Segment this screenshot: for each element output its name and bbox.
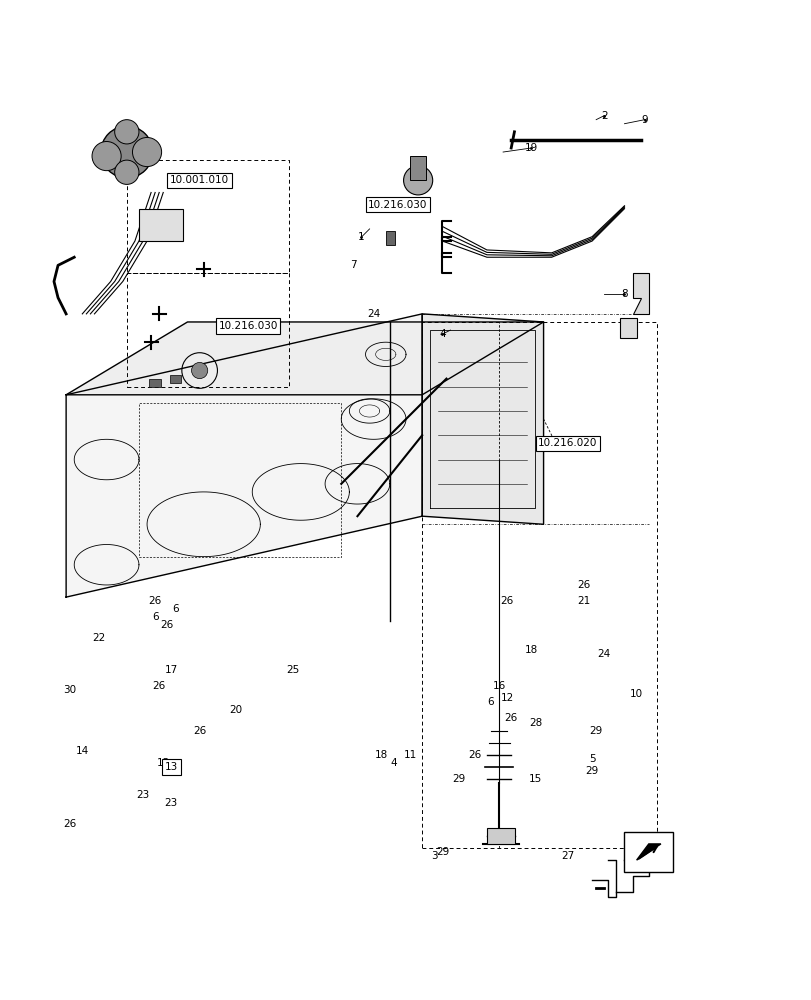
Bar <box>624 832 672 872</box>
Circle shape <box>114 160 139 184</box>
Text: 12: 12 <box>500 693 513 703</box>
Text: 23: 23 <box>165 798 178 808</box>
Polygon shape <box>632 273 648 314</box>
Text: 30: 30 <box>63 685 77 695</box>
Text: 2: 2 <box>600 111 607 121</box>
Text: 24: 24 <box>367 309 380 319</box>
Polygon shape <box>422 314 543 524</box>
Text: 29: 29 <box>585 766 598 776</box>
Text: 26: 26 <box>63 819 77 829</box>
Bar <box>169 375 181 383</box>
Text: 20: 20 <box>230 705 242 715</box>
Text: 29: 29 <box>436 847 448 857</box>
Text: 8: 8 <box>620 289 627 299</box>
Text: 21: 21 <box>577 596 590 606</box>
Text: 10.216.030: 10.216.030 <box>218 321 277 331</box>
Text: 13: 13 <box>157 758 169 768</box>
Circle shape <box>114 120 139 144</box>
Circle shape <box>132 137 161 167</box>
Polygon shape <box>636 844 660 860</box>
Text: 26: 26 <box>161 620 174 630</box>
Text: 18: 18 <box>524 645 538 655</box>
Text: 22: 22 <box>92 633 105 643</box>
Text: 28: 28 <box>528 718 542 728</box>
Text: 24: 24 <box>597 649 610 659</box>
Polygon shape <box>66 322 543 395</box>
Text: 16: 16 <box>491 681 505 691</box>
Bar <box>410 156 426 180</box>
Polygon shape <box>66 314 422 597</box>
Polygon shape <box>487 828 515 844</box>
Text: 26: 26 <box>193 726 206 736</box>
Circle shape <box>101 126 152 178</box>
Polygon shape <box>139 209 183 241</box>
Text: 17: 17 <box>165 665 178 675</box>
Text: 23: 23 <box>136 790 149 800</box>
Text: 19: 19 <box>524 143 538 153</box>
Text: 6: 6 <box>172 604 178 614</box>
Text: 26: 26 <box>577 580 590 590</box>
Text: 25: 25 <box>285 665 299 675</box>
Text: 6: 6 <box>487 697 494 707</box>
Bar <box>149 379 161 387</box>
Text: 9: 9 <box>641 115 647 125</box>
Text: 4: 4 <box>390 758 397 768</box>
Text: 10.216.020: 10.216.020 <box>538 438 597 448</box>
Text: 10.001.010: 10.001.010 <box>169 175 229 185</box>
Circle shape <box>92 142 121 171</box>
Text: 10: 10 <box>629 689 642 699</box>
Text: 4: 4 <box>439 329 445 339</box>
Text: 11: 11 <box>403 750 416 760</box>
Text: 10.216.030: 10.216.030 <box>367 200 427 210</box>
Text: 27: 27 <box>560 851 573 861</box>
Circle shape <box>403 166 432 195</box>
Text: 29: 29 <box>589 726 602 736</box>
Text: 7: 7 <box>350 260 356 270</box>
Text: 29: 29 <box>452 774 465 784</box>
Text: 26: 26 <box>500 596 513 606</box>
Text: 13: 13 <box>165 762 178 772</box>
Polygon shape <box>620 318 636 338</box>
Text: 1: 1 <box>358 232 364 242</box>
Text: 26: 26 <box>468 750 481 760</box>
Text: 26: 26 <box>148 596 161 606</box>
Text: 15: 15 <box>528 774 542 784</box>
Text: 6: 6 <box>152 612 158 622</box>
Text: 14: 14 <box>75 746 89 756</box>
Text: 3: 3 <box>431 851 437 861</box>
Text: 26: 26 <box>504 713 517 723</box>
Text: 18: 18 <box>375 750 388 760</box>
Text: 26: 26 <box>152 681 165 691</box>
Bar <box>385 231 395 245</box>
Text: 5: 5 <box>588 754 594 764</box>
Circle shape <box>191 362 208 379</box>
